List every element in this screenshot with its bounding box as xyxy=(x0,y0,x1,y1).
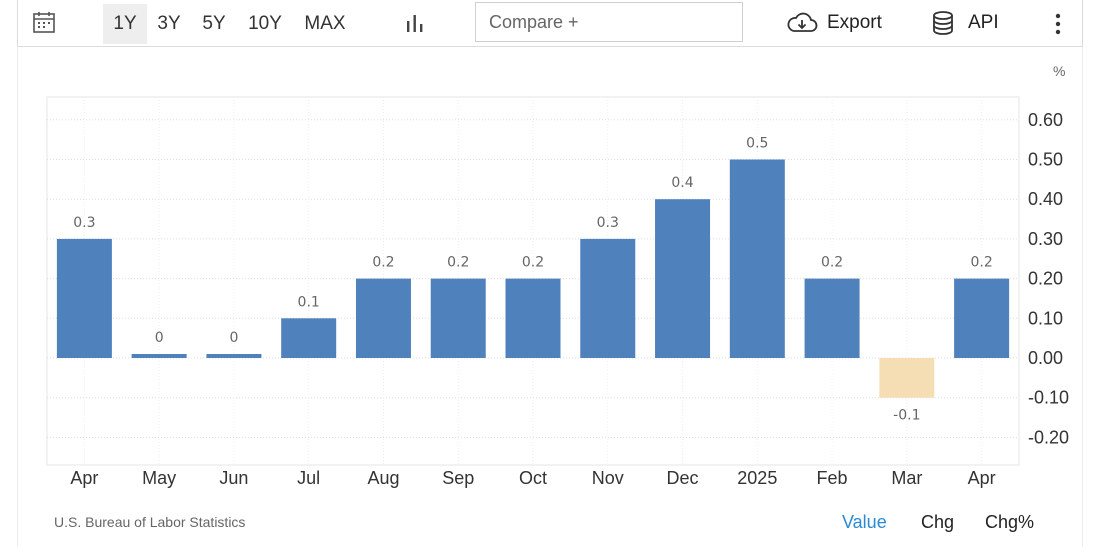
bar xyxy=(954,278,1010,358)
cloud-download-icon xyxy=(787,12,818,32)
chg-percent-mode-button[interactable]: Chg% xyxy=(985,512,1035,532)
data-label: 0.5 xyxy=(746,136,768,152)
x-tick-label: Apr xyxy=(70,468,98,488)
y-tick-label: 0.10 xyxy=(1028,308,1063,328)
bar xyxy=(655,199,711,358)
bar xyxy=(56,238,112,358)
bar xyxy=(131,354,187,358)
calendar-icon[interactable] xyxy=(32,10,56,34)
x-tick-label: Jul xyxy=(297,468,320,488)
data-label: 0 xyxy=(155,330,164,346)
x-tick-label: Feb xyxy=(817,468,848,488)
data-label: 0.1 xyxy=(298,294,320,310)
range-max-button[interactable]: MAX xyxy=(304,13,346,34)
x-tick-label: Mar xyxy=(891,468,922,488)
y-tick-label: 0.60 xyxy=(1028,110,1063,130)
compare-input[interactable]: Compare + xyxy=(475,2,743,42)
x-tick-label: Sep xyxy=(442,468,474,488)
data-label: 0.4 xyxy=(671,175,693,191)
range-5y-button[interactable]: 5Y xyxy=(202,13,226,34)
data-label: 0.2 xyxy=(970,255,992,271)
x-tick-label: Aug xyxy=(367,468,399,488)
data-label: -0.1 xyxy=(893,408,920,424)
data-label: 0 xyxy=(229,330,238,346)
bar-chart-icon[interactable] xyxy=(405,13,425,33)
api-label: API xyxy=(968,12,999,33)
y-tick-label: -0.20 xyxy=(1028,427,1069,447)
data-label: 0.2 xyxy=(447,255,469,271)
x-tick-label: 2025 xyxy=(737,468,777,488)
data-label: 0.2 xyxy=(522,255,544,271)
x-tick-label: Nov xyxy=(592,468,624,488)
data-label: 0.3 xyxy=(73,215,95,231)
chg-mode-button[interactable]: Chg xyxy=(921,512,955,532)
bar-chart: 0.600.500.400.300.200.100.00-0.10-0.200.… xyxy=(46,96,1069,488)
x-tick-label: Oct xyxy=(519,468,547,488)
bar xyxy=(580,238,636,358)
range-10y-button[interactable]: 10Y xyxy=(248,13,282,34)
range-3y-button[interactable]: 3Y xyxy=(157,13,181,34)
y-tick-label: 0.40 xyxy=(1028,189,1063,209)
y-tick-label: -0.10 xyxy=(1028,388,1069,408)
bar xyxy=(505,278,561,358)
y-tick-label: 0.20 xyxy=(1028,269,1063,289)
source-label: U.S. Bureau of Labor Statistics xyxy=(54,514,246,530)
x-tick-label: May xyxy=(142,468,176,488)
database-icon xyxy=(933,11,953,35)
x-tick-label: Dec xyxy=(667,468,699,488)
bar xyxy=(206,354,262,358)
x-tick-label: Apr xyxy=(968,468,996,488)
data-label: 0.3 xyxy=(597,215,619,231)
bar xyxy=(281,318,337,358)
unit-label: % xyxy=(1053,63,1066,79)
range-1y-button[interactable]: 1Y xyxy=(103,4,147,44)
y-tick-label: 0.50 xyxy=(1028,150,1063,170)
vertical-dots-icon[interactable] xyxy=(1050,12,1066,36)
data-label: 0.2 xyxy=(372,255,394,271)
export-label: Export xyxy=(827,12,882,33)
bar xyxy=(430,278,486,358)
y-tick-label: 0.00 xyxy=(1028,348,1063,368)
chart-toolbar: 1Y 3Y 5Y 10Y MAX Compare + Export API xyxy=(17,0,1083,47)
bar xyxy=(729,159,785,358)
chart-panel xyxy=(17,47,1083,547)
bar xyxy=(355,278,411,358)
bar xyxy=(879,358,935,398)
value-mode-button[interactable]: Value xyxy=(842,512,887,532)
bar xyxy=(804,278,860,358)
y-tick-label: 0.30 xyxy=(1028,229,1063,249)
x-tick-label: Jun xyxy=(219,468,248,488)
data-label: 0.2 xyxy=(821,255,843,271)
